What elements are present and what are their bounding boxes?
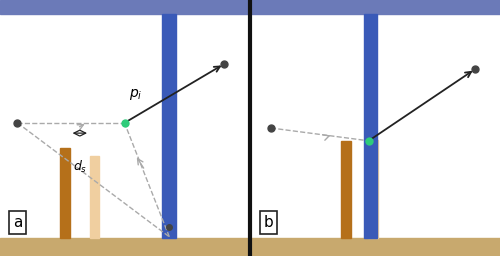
Text: a: a <box>12 215 22 230</box>
Text: b: b <box>264 215 274 230</box>
Bar <box>60 148 70 238</box>
Bar <box>364 14 378 238</box>
Text: $p_i$: $p_i$ <box>130 87 143 102</box>
Bar <box>0 0 249 14</box>
Bar <box>0 238 249 256</box>
Bar <box>162 14 176 238</box>
Text: $d_s$: $d_s$ <box>72 159 87 175</box>
Bar <box>251 0 500 14</box>
Bar <box>368 140 378 238</box>
Bar <box>251 238 500 256</box>
Bar <box>90 156 100 238</box>
Bar <box>340 141 350 238</box>
